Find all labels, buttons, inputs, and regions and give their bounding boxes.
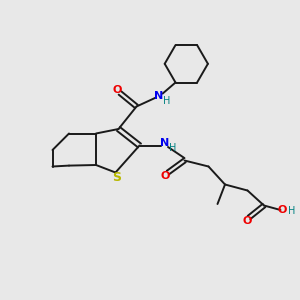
- Text: N: N: [154, 91, 164, 101]
- Text: O: O: [243, 216, 252, 226]
- Text: S: S: [112, 171, 121, 184]
- Text: H: H: [169, 143, 176, 154]
- Text: H: H: [163, 96, 170, 106]
- Text: O: O: [161, 171, 170, 181]
- Text: N: N: [160, 137, 169, 148]
- Text: O: O: [277, 205, 287, 215]
- Text: H: H: [288, 206, 295, 216]
- Text: O: O: [113, 85, 122, 95]
